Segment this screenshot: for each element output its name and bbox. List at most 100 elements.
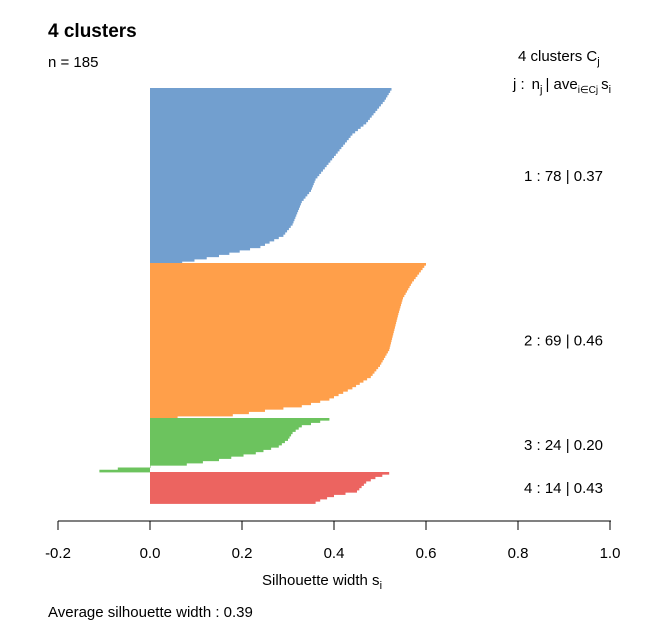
silhouette-bar: [150, 346, 390, 349]
silhouette-bar: [150, 245, 261, 249]
silhouette-bar: [150, 205, 300, 208]
silhouette-bar: [150, 364, 380, 367]
silhouette-bar: [150, 395, 334, 399]
silhouette-bar: [150, 393, 339, 397]
silhouette-bar: [150, 94, 388, 98]
silhouette-bar: [150, 106, 380, 109]
silhouette-bar: [150, 90, 391, 93]
silhouette-bar: [150, 400, 321, 403]
silhouette-bar: [150, 202, 301, 206]
silhouette-bar: [150, 209, 299, 213]
legend-col-n-sub: j: [539, 84, 542, 96]
silhouette-bar: [150, 308, 400, 311]
silhouette-bar: [150, 339, 392, 343]
silhouette-bar: [150, 436, 290, 439]
silhouette-bar: [150, 485, 362, 489]
silhouette-bar: [150, 287, 409, 291]
silhouette-bar: [150, 377, 368, 381]
silhouette-bar: [150, 456, 232, 459]
silhouette-bar: [150, 180, 315, 183]
silhouette-bar: [150, 386, 353, 390]
silhouette-bar: [150, 411, 249, 415]
silhouette-bar: [150, 380, 364, 383]
silhouette-bar: [150, 460, 203, 464]
silhouette-bar: [150, 429, 296, 432]
silhouette-bar: [150, 139, 347, 143]
silhouette-bar: [150, 119, 369, 123]
legend-column-header: j : nj | avei∈Cj si: [512, 76, 611, 96]
silhouette-bar: [150, 490, 357, 493]
silhouette-bar: [150, 250, 240, 253]
cluster-2-bars: [150, 263, 426, 419]
silhouette-bar: [150, 182, 314, 186]
x-tick-label: -0.2: [45, 545, 71, 562]
silhouette-bar: [150, 317, 398, 320]
silhouette-bar: [150, 350, 388, 354]
silhouette-bar: [150, 447, 272, 450]
silhouette-bar: [150, 252, 230, 255]
silhouette-bar: [150, 220, 294, 224]
silhouette-bars: [99, 88, 426, 504]
silhouette-bar: [150, 337, 393, 340]
silhouette-bar: [150, 265, 425, 268]
silhouette-bar: [150, 332, 394, 336]
silhouette-bar: [150, 92, 389, 96]
silhouette-bar: [150, 499, 321, 502]
silhouette-bar: [150, 214, 297, 217]
silhouette-bar: [150, 348, 390, 352]
silhouette-bar: [150, 440, 285, 444]
silhouette-bar: [150, 238, 275, 242]
average-silhouette-width: Average silhouette width : 0.39: [48, 604, 253, 621]
silhouette-bar: [150, 193, 308, 197]
sample-size-label: n = 185: [48, 54, 98, 71]
silhouette-bar: [150, 187, 312, 190]
silhouette-bar: [150, 254, 219, 258]
legend-col-j: j :: [512, 76, 525, 93]
silhouette-bar: [150, 451, 256, 455]
silhouette-bar: [150, 234, 284, 237]
x-axis: -0.2 0.0 0.2 0.4 0.6 0.8 1.0: [45, 520, 620, 562]
cluster-3-label: 3 : 24 | 0.20: [524, 437, 603, 454]
silhouette-bar: [150, 142, 346, 145]
silhouette-bar: [150, 341, 391, 345]
silhouette-bar: [150, 299, 403, 302]
silhouette-bar: [150, 281, 413, 284]
silhouette-bar: [150, 407, 284, 410]
x-tick-label: 0.8: [508, 545, 529, 562]
silhouette-bar: [150, 314, 398, 318]
silhouette-bar: [150, 409, 265, 412]
silhouette-bar: [150, 319, 397, 322]
silhouette-bar: [150, 115, 372, 118]
silhouette-bar: [150, 368, 377, 372]
silhouette-bar: [150, 357, 384, 361]
silhouette-bar: [150, 472, 390, 475]
silhouette-bar: [150, 229, 288, 233]
silhouette-bar: [150, 124, 364, 127]
cluster-3-bars: [99, 418, 330, 473]
silhouette-bar: [150, 259, 195, 262]
silhouette-bar: [150, 305, 401, 309]
silhouette-bar: [150, 241, 270, 244]
silhouette-bar: [150, 169, 323, 172]
legend-col-s-sub: i: [609, 84, 611, 96]
silhouette-bar: [150, 178, 316, 181]
silhouette-bar: [150, 328, 395, 331]
silhouette-bar: [150, 276, 416, 280]
silhouette-bar: [150, 442, 282, 446]
silhouette-bar: [150, 312, 399, 316]
silhouette-bar: [150, 416, 178, 419]
silhouette-bar: [150, 404, 302, 408]
legend-header-text: 4 clusters C: [518, 48, 597, 65]
legend-col-ave: | ave: [545, 76, 577, 93]
silhouette-bar: [150, 148, 340, 152]
silhouette-bar: [150, 413, 233, 417]
silhouette-bar: [150, 463, 187, 466]
silhouette-bar: [150, 157, 333, 161]
legend-col-ave-sub: i∈Cj: [578, 85, 598, 96]
silhouette-bar: [150, 494, 334, 498]
silhouette-bar: [150, 391, 344, 394]
x-axis-label-sub: i: [380, 580, 382, 592]
silhouette-bar: [150, 144, 344, 147]
silhouette-bar: [150, 216, 296, 219]
silhouette-bar: [150, 97, 386, 100]
